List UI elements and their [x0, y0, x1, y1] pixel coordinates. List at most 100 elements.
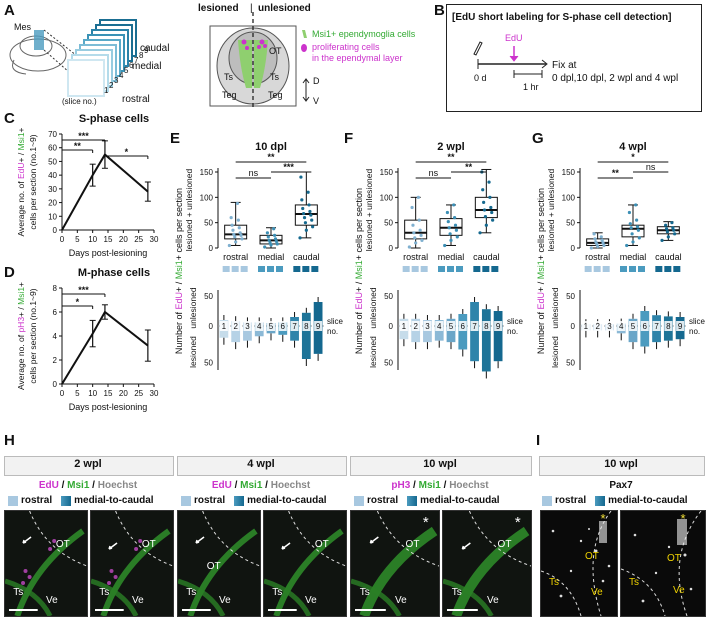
sig-label: ** — [74, 141, 82, 151]
micrograph-i-rostral: * OT Ts Ve — [540, 510, 618, 617]
y-axis-label-part: Msi1 — [354, 260, 364, 279]
region-swatch — [311, 266, 319, 272]
bar-unlesioned — [458, 314, 468, 326]
data-point — [265, 231, 269, 235]
data-point — [596, 244, 600, 249]
data-point — [637, 236, 641, 240]
panel-h-header — [350, 456, 532, 476]
data-point — [234, 240, 238, 244]
label-ts: Ts — [186, 587, 197, 598]
y-axis-label-part: EdU — [536, 292, 546, 310]
slice-number: 5 — [449, 322, 454, 331]
slice-num-bg — [664, 321, 673, 331]
sig-label: *** — [78, 285, 89, 295]
sig-label: ** — [612, 168, 620, 178]
slice-num-bg — [629, 321, 637, 331]
label-ot: OT — [497, 539, 512, 550]
data-point — [273, 233, 277, 237]
sig-label: * — [631, 152, 635, 162]
panel-label-h: H — [4, 432, 15, 449]
data-point — [447, 226, 451, 230]
slice-no-label: no. — [507, 327, 518, 336]
slice-number: 8 — [304, 322, 309, 331]
slice-number: 9 — [678, 322, 683, 331]
region-swatch — [673, 266, 681, 272]
region-swatch — [638, 266, 645, 272]
label-ve: Ve — [395, 595, 407, 606]
label-ot: OT — [206, 561, 221, 572]
slice-num-bg — [302, 321, 311, 331]
micrograph-i-caudal: * OT Ts Ve — [620, 510, 706, 617]
data-point — [239, 233, 243, 237]
data-point — [589, 246, 593, 250]
bar-unlesioned — [470, 302, 479, 326]
y-tick-label: 100 — [200, 193, 214, 202]
panel-label-d: D — [4, 264, 15, 281]
data-point — [413, 236, 417, 240]
region-swatch — [411, 266, 419, 272]
y-tick-label: 150 — [562, 168, 576, 177]
data-point — [664, 223, 668, 227]
y-axis-label-part: unlesioned — [368, 287, 378, 328]
x-tick-label: 20 — [119, 235, 128, 244]
data-point — [448, 232, 452, 236]
sig-label: *** — [78, 131, 89, 141]
y-tick-label: 6 — [53, 308, 58, 317]
y-tick-label: 100 — [380, 193, 394, 202]
label-rostral: rostral — [122, 94, 150, 105]
y-tick-label: 50 — [384, 219, 393, 228]
legend-rostral: rostral — [367, 495, 399, 506]
slice-number: 7 — [654, 322, 659, 331]
data-point — [453, 223, 458, 227]
x-tick-label: 0 — [60, 235, 65, 244]
data-point — [307, 203, 311, 207]
y-axis-label-part: / — [354, 279, 364, 287]
y-axis-label-part: + — [16, 127, 26, 132]
data-point — [600, 238, 604, 242]
panel-h-title: 10 wpl — [423, 458, 457, 470]
panel-label-c: C — [4, 110, 15, 127]
slice-num-bg — [435, 321, 444, 331]
y-axis-label-part: unlesioned — [550, 287, 560, 328]
y-axis-label-part: / — [16, 150, 26, 157]
series-line — [61, 153, 149, 231]
slice-num-bg — [470, 321, 479, 331]
y-axis-label-part: / — [16, 305, 26, 312]
slice-num-bg — [640, 321, 649, 331]
data-point — [599, 235, 603, 239]
region-swatch — [420, 266, 428, 272]
data-point — [594, 240, 598, 244]
label-mes: Mes — [14, 22, 32, 32]
data-point — [302, 211, 306, 216]
slice-number: 3 — [425, 322, 430, 331]
slice-number: 8 — [666, 322, 671, 331]
category-label: caudal — [655, 252, 682, 262]
label-ot: OT — [314, 539, 329, 550]
y-tick-label: 20 — [48, 199, 57, 208]
micrograph: * OT Ts Ve — [442, 510, 532, 617]
micrograph-image — [91, 511, 173, 616]
slice-num-bg — [219, 321, 228, 331]
label-ve: Ve — [305, 595, 317, 606]
x-axis-label: Days post-lesioning — [69, 248, 148, 258]
panel-h-title: 2 wpl — [74, 458, 102, 470]
data-point — [240, 237, 244, 241]
stain-name: Msi1 — [67, 480, 90, 491]
sig-label: ** — [267, 152, 275, 162]
x-tick-label: 20 — [119, 389, 128, 398]
region-swatch — [664, 266, 672, 272]
swatch-m2c — [407, 495, 418, 506]
label-ve: Ve — [46, 595, 58, 606]
data-point — [235, 201, 240, 206]
data-point — [274, 239, 278, 244]
category-label: rostral — [403, 252, 428, 262]
legend-prolif-1: proliferating cells — [312, 42, 380, 52]
region-swatch — [584, 266, 592, 272]
region-swatch — [593, 266, 601, 272]
data-point — [237, 226, 241, 230]
y-tick-label: 0 — [571, 244, 576, 253]
label-i-ve-2: Ve — [673, 585, 685, 596]
stain-sep: / — [89, 480, 98, 491]
data-point — [483, 214, 488, 219]
